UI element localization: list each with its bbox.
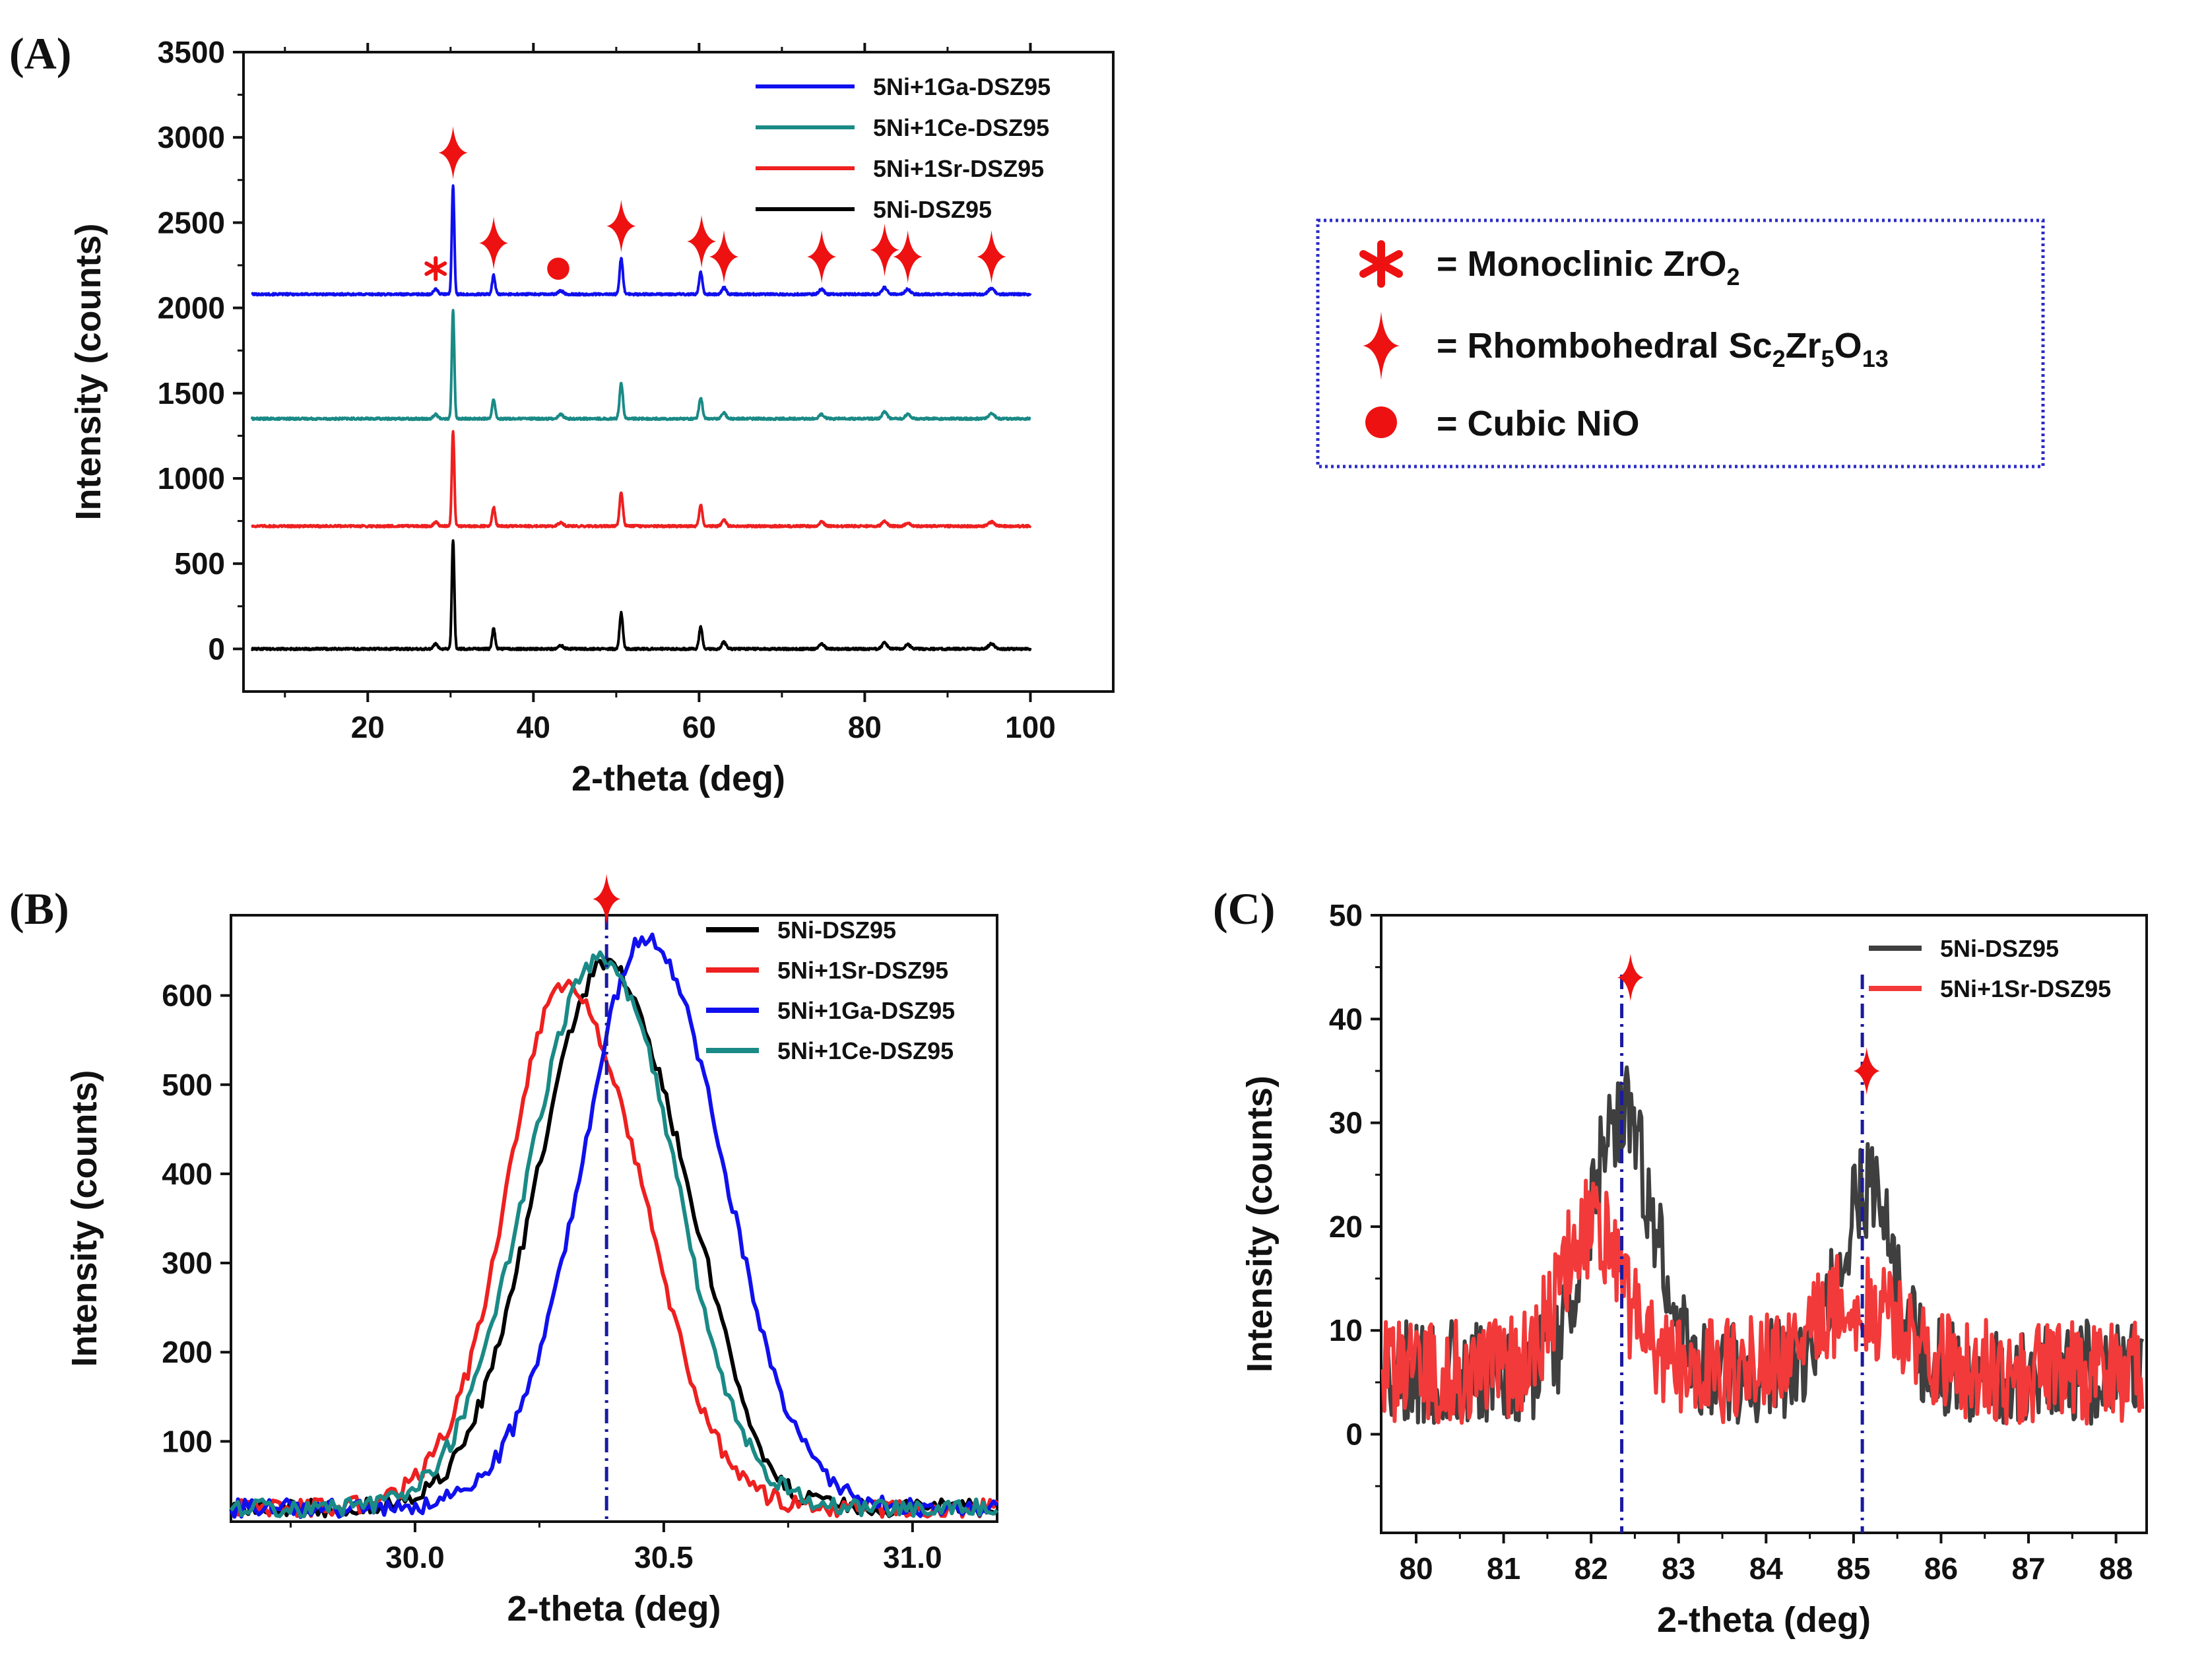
phase-key: = Monoclinic ZrO2 = Rhombohedral Sc2Zr5O… (1316, 218, 2045, 468)
legend-label: 5Ni-DSZ95 (1940, 935, 2059, 962)
y-tick-label: 20 (1329, 1210, 1363, 1244)
y-tick-label: 0 (208, 631, 225, 666)
x-tick-label: 20 (351, 710, 385, 744)
plot-frame (242, 51, 1115, 693)
y-tick-label: 500 (162, 1068, 212, 1102)
y-tick-label: 30 (1329, 1106, 1363, 1140)
x-tick-label: 84 (1749, 1551, 1784, 1586)
x-tick-label: 30.0 (385, 1540, 445, 1574)
series-line (251, 430, 1032, 529)
y-axis-title: Intensity (counts) (69, 223, 108, 520)
legend-label: 5Ni+1Ga-DSZ95 (873, 73, 1051, 100)
x-axis-title: 2-theta (deg) (1657, 1600, 1871, 1640)
y-tick-label: 100 (162, 1424, 212, 1458)
x-tick-label: 82 (1575, 1551, 1608, 1586)
x-axis-title: 2-theta (deg) (507, 1589, 721, 1629)
x-tick-label: 100 (1005, 710, 1056, 744)
phase-star-icon (709, 230, 739, 284)
y-tick-label: 2000 (158, 291, 225, 325)
phase-key-border (1316, 218, 2045, 468)
y-tick-label: 200 (162, 1335, 212, 1369)
legend-label: 5Ni+1Sr-DSZ95 (777, 957, 948, 984)
x-tick-label: 81 (1487, 1551, 1520, 1586)
y-tick-label: 1500 (158, 376, 225, 410)
phase-asterisk-icon (424, 256, 447, 282)
x-tick-label: 30.5 (634, 1540, 694, 1574)
plot-frame (230, 914, 998, 1523)
legend-label: 5Ni+1Sr-DSZ95 (873, 155, 1044, 182)
phase-star-icon (593, 874, 621, 924)
phase-star-icon (606, 199, 636, 253)
series-line (229, 950, 999, 1518)
panel-label-b: (B) (9, 884, 69, 934)
key-monoclinic-label: = Monoclinic ZrO2 (1437, 244, 1740, 290)
phase-star-icon (870, 223, 899, 276)
phase-star-icon (1853, 1047, 1880, 1095)
y-tick-label: 40 (1329, 1002, 1363, 1036)
x-tick-label: 80 (1399, 1551, 1433, 1586)
x-tick-label: 40 (517, 710, 550, 744)
phase-star-icon (687, 214, 717, 268)
chart-panel-b: 30.0 30.5 31.0 100 200 300 400 500 600 2-theta (d… (65, 874, 999, 1629)
y-tick-label: 50 (1329, 898, 1363, 932)
phase-star-icon (807, 230, 837, 284)
panel-label-c: (C) (1213, 884, 1275, 934)
series-line (250, 309, 1031, 422)
y-tick-label: 0 (1346, 1417, 1363, 1452)
legend-label: 5Ni+1Ce-DSZ95 (777, 1037, 954, 1064)
x-tick-label: 80 (848, 710, 882, 744)
key-star-icon (1363, 311, 1400, 380)
y-tick-label: 1000 (158, 461, 225, 496)
chart-panel-c: 80 81 82 83 84 85 86 87 88 0 10 20 30 40 50 2-theta (de… (1240, 898, 2148, 1640)
legend-label: 5Ni-DSZ95 (777, 917, 896, 944)
phase-star-icon (977, 230, 1006, 284)
series-line (251, 539, 1032, 651)
phase-star-icon (438, 126, 468, 179)
key-rhombohedral-label: = Rhombohedral Sc2Zr5O13 (1437, 326, 1889, 372)
x-tick-label: 60 (682, 710, 716, 744)
x-tick-label: 31.0 (883, 1540, 942, 1574)
legend-label: 5Ni+1Ce-DSZ95 (873, 114, 1049, 141)
y-tick-label: 600 (162, 979, 212, 1013)
x-tick-label: 83 (1662, 1551, 1695, 1586)
x-axis-title: 2-theta (deg) (571, 759, 785, 798)
y-tick-label: 300 (162, 1246, 212, 1280)
legend-label: 5Ni+1Ga-DSZ95 (777, 997, 955, 1024)
x-tick-label: 88 (2099, 1551, 2133, 1586)
phase-star-icon (479, 216, 509, 270)
y-tick-label: 3000 (158, 120, 225, 154)
legend-label: 5Ni-DSZ95 (873, 196, 992, 223)
y-axis-title: Intensity (counts) (1240, 1076, 1280, 1373)
series-line (1380, 1179, 2145, 1426)
y-tick-label: 400 (162, 1157, 212, 1191)
key-asterisk-icon (1359, 240, 1403, 288)
phase-star-icon (1617, 953, 1644, 1002)
y-axis-title: Intensity (counts) (65, 1070, 104, 1367)
chart-panel-a: 20 40 60 80 10005001000150020002500300035002… (69, 35, 1115, 798)
phase-star-icon (893, 230, 923, 284)
x-tick-label: 85 (1836, 1551, 1870, 1586)
panel-label-a: (A) (9, 28, 71, 79)
plot-frame (1380, 914, 2148, 1534)
key-dot-icon (1365, 406, 1397, 438)
x-tick-label: 87 (2011, 1551, 2045, 1586)
y-tick-label: 10 (1329, 1313, 1363, 1347)
phase-dot-icon (547, 257, 569, 280)
series-line (251, 184, 1032, 297)
y-tick-label: 2500 (158, 205, 225, 240)
key-cubic-label: = Cubic NiO (1437, 404, 1640, 443)
y-tick-label: 500 (174, 546, 225, 581)
y-tick-label: 3500 (158, 35, 225, 69)
x-tick-label: 86 (1924, 1551, 1958, 1586)
legend-label: 5Ni+1Sr-DSZ95 (1940, 975, 2111, 1002)
